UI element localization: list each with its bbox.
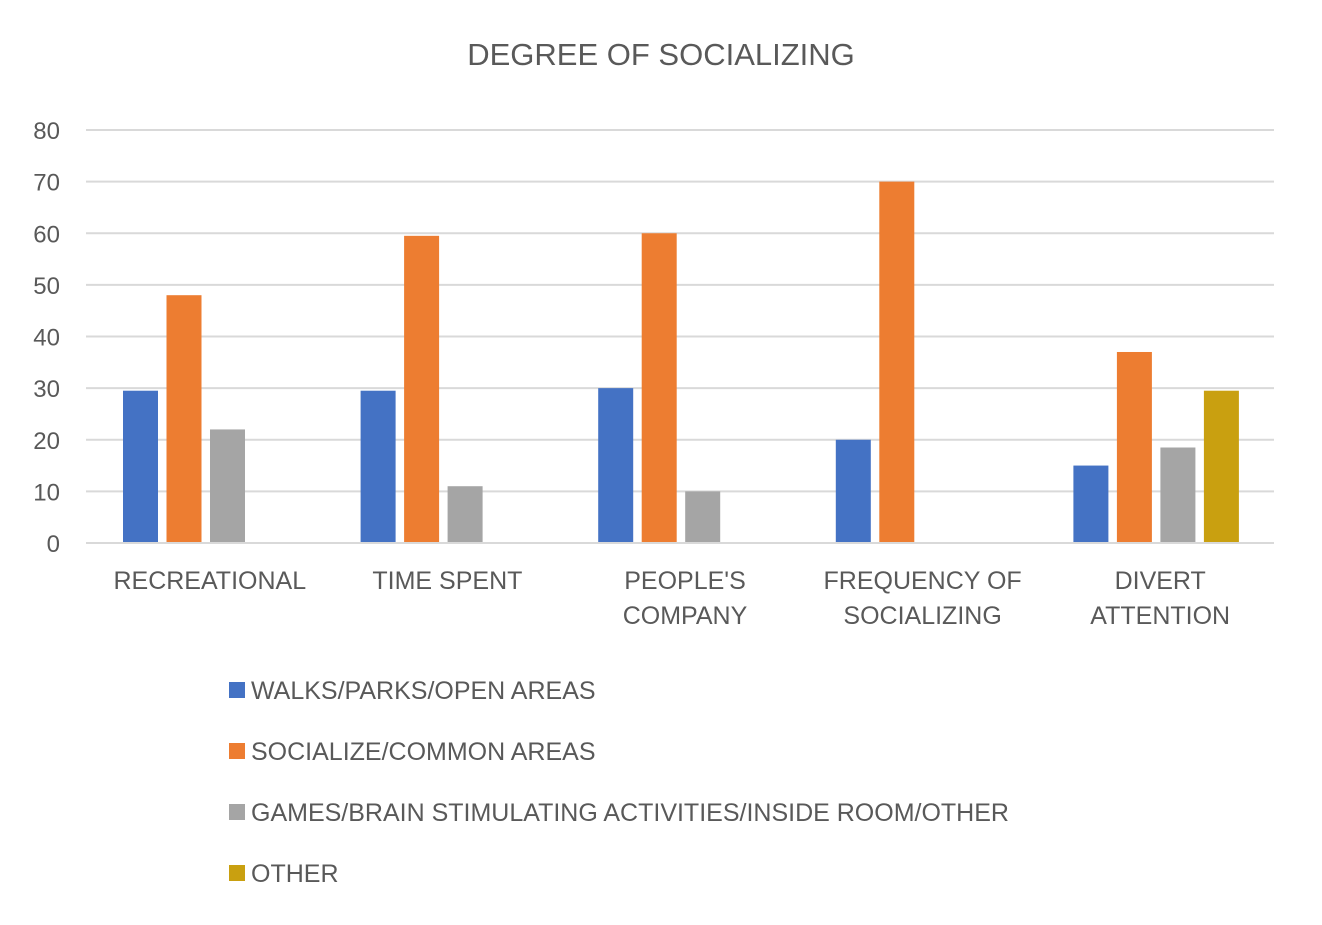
bar	[166, 295, 202, 543]
x-category-label: ATTENTION	[1090, 602, 1230, 630]
bar	[404, 235, 440, 544]
x-category-label: FREQUENCY OF	[824, 567, 1022, 595]
y-tick-label: 10	[33, 479, 60, 506]
legend-swatch	[229, 682, 245, 698]
bar	[1203, 390, 1239, 543]
x-category-label: COMPANY	[623, 602, 748, 630]
legend: WALKS/PARKS/OPEN AREAS SOCIALIZE/COMMON A…	[229, 677, 1009, 888]
chart-title: DEGREE OF SOCIALIZING	[467, 37, 855, 72]
bars	[123, 181, 1239, 544]
bar	[210, 429, 245, 543]
y-tick-label: 50	[33, 273, 60, 300]
bar	[447, 486, 483, 543]
y-tick-label: 80	[33, 118, 60, 145]
legend-swatch	[229, 743, 245, 759]
x-category-label: RECREATIONAL	[113, 567, 306, 595]
y-tick-label: 30	[33, 376, 60, 403]
bar	[835, 439, 871, 543]
y-tick-label: 40	[33, 325, 60, 352]
y-tick-label: 60	[33, 221, 60, 248]
legend-label: OTHER	[251, 860, 339, 888]
legend-label: GAMES/BRAIN STIMULATING ACTIVITIES/INSID…	[251, 799, 1009, 827]
legend-label: SOCIALIZE/COMMON AREAS	[251, 738, 596, 766]
bar	[123, 390, 158, 543]
x-category-label: TIME SPENT	[372, 567, 522, 595]
bar	[641, 233, 677, 543]
bar	[1116, 351, 1152, 543]
bar	[685, 491, 721, 543]
bar	[360, 390, 396, 543]
x-category-label: SOCIALIZING	[843, 602, 1001, 630]
y-axis-ticks: 0 10 20 30 40 50 60 70 80	[33, 118, 60, 558]
y-tick-label: 70	[33, 170, 60, 197]
x-category-label: PEOPLE'S	[624, 567, 746, 595]
legend-label: WALKS/PARKS/OPEN AREAS	[251, 677, 596, 705]
y-tick-label: 20	[33, 428, 60, 455]
bar	[1073, 465, 1109, 543]
x-category-label: DIVERT	[1115, 567, 1206, 595]
bar	[598, 388, 634, 543]
legend-swatch	[229, 865, 245, 881]
legend-swatch	[229, 804, 245, 820]
bar	[1160, 447, 1196, 543]
gridlines	[86, 129, 1274, 493]
y-tick-label: 0	[47, 531, 60, 558]
bar	[879, 181, 915, 543]
x-axis-categories: RECREATIONAL TIME SPENT PEOPLE'S COMPANY FRE…	[113, 567, 1230, 630]
